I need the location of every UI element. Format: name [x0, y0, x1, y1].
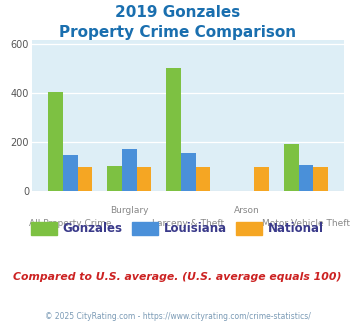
- Bar: [78, 167, 92, 191]
- Bar: [313, 167, 328, 191]
- Bar: [196, 167, 210, 191]
- Text: Arson: Arson: [234, 206, 260, 215]
- Text: © 2025 CityRating.com - https://www.cityrating.com/crime-statistics/: © 2025 CityRating.com - https://www.city…: [45, 312, 310, 321]
- Bar: [137, 167, 151, 191]
- Text: Compared to U.S. average. (U.S. average equals 100): Compared to U.S. average. (U.S. average …: [13, 272, 342, 282]
- Text: Motor Vehicle Theft: Motor Vehicle Theft: [262, 219, 350, 228]
- Bar: [48, 91, 63, 191]
- Text: 2019 Gonzales: 2019 Gonzales: [115, 5, 240, 20]
- Bar: [107, 166, 122, 191]
- Bar: [122, 148, 137, 191]
- Text: Property Crime Comparison: Property Crime Comparison: [59, 25, 296, 40]
- Text: Larceny & Theft: Larceny & Theft: [152, 219, 224, 228]
- Bar: [284, 144, 299, 191]
- Bar: [166, 68, 181, 191]
- Legend: Gonzales, Louisiana, National: Gonzales, Louisiana, National: [26, 217, 329, 240]
- Bar: [255, 167, 269, 191]
- Bar: [299, 165, 313, 191]
- Bar: [181, 153, 196, 191]
- Text: Burglary: Burglary: [110, 206, 148, 215]
- Bar: [63, 155, 78, 191]
- Text: All Property Crime: All Property Crime: [29, 219, 111, 228]
